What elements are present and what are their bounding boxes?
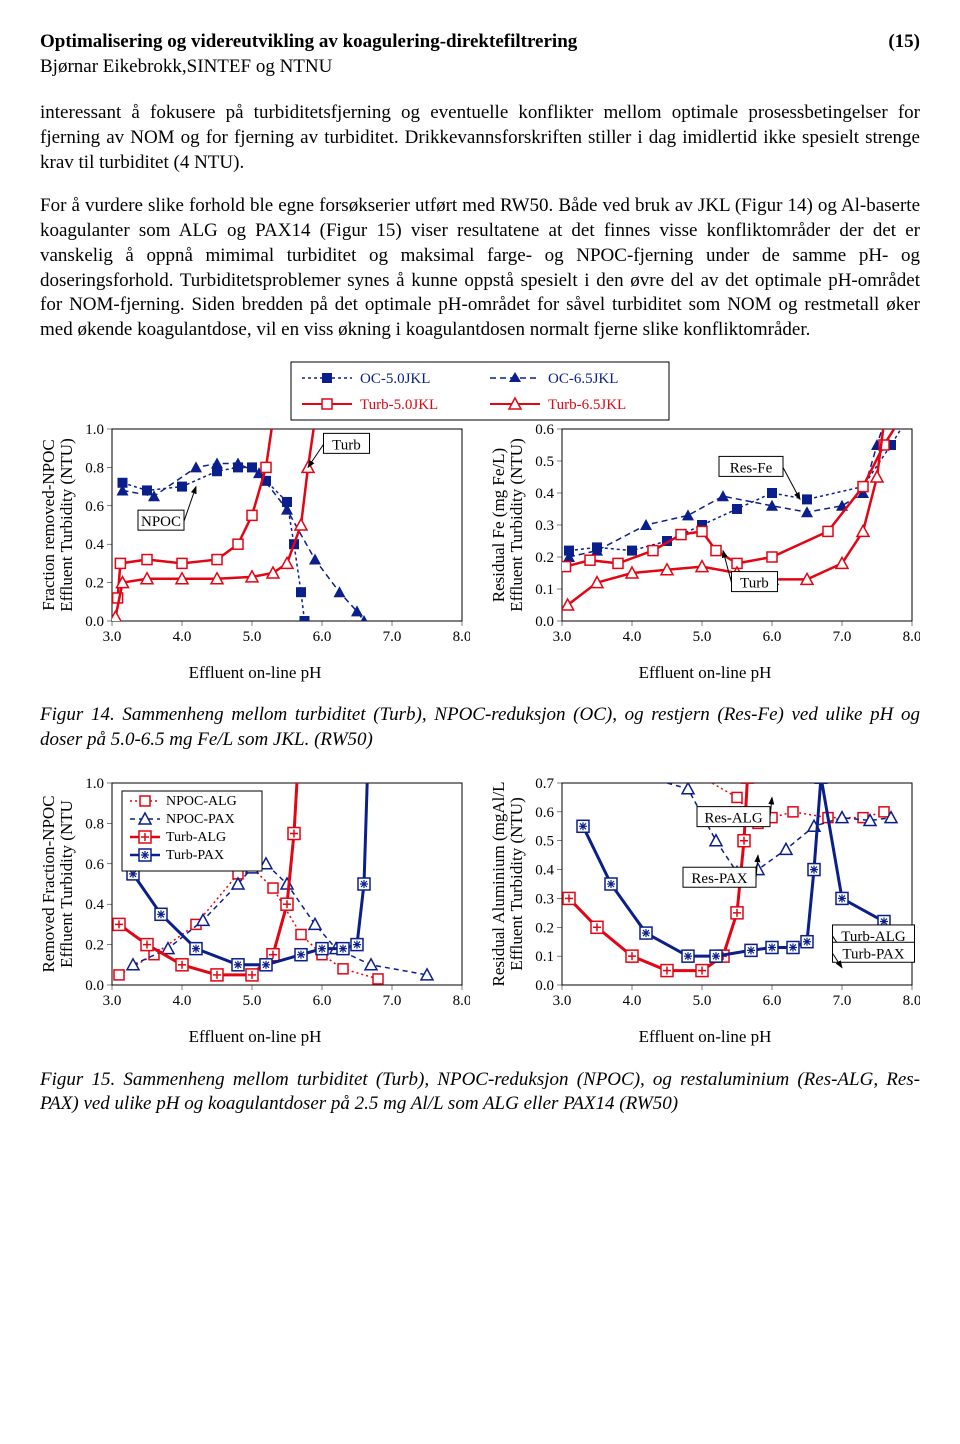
svg-text:0.0: 0.0 bbox=[535, 614, 554, 630]
svg-text:Effluent Turbidity (NTU: Effluent Turbidity (NTU bbox=[57, 800, 76, 968]
svg-text:0.8: 0.8 bbox=[85, 816, 104, 832]
xlabel-15L: Effluent on-line pH bbox=[40, 1026, 470, 1048]
svg-text:Effluent Turbidity (NTU): Effluent Turbidity (NTU) bbox=[507, 438, 526, 611]
svg-text:0.8: 0.8 bbox=[85, 460, 104, 476]
svg-text:0.2: 0.2 bbox=[535, 550, 554, 566]
chart14-left: 3.0 4.0 5.0 6.0 7.0 8.0 0.0 0.2 0.4 0.6 0.8 1.0 Frac… bbox=[40, 421, 470, 651]
svg-text:0.0: 0.0 bbox=[535, 978, 554, 994]
svg-text:Turb: Turb bbox=[740, 575, 769, 591]
svg-text:Removed Fraction-NPOC: Removed Fraction-NPOC bbox=[40, 795, 58, 972]
svg-text:NPOC-PAX: NPOC-PAX bbox=[166, 812, 235, 827]
svg-text:5.0: 5.0 bbox=[243, 629, 262, 645]
paragraph-1: interessant å fokusere på turbiditetsfje… bbox=[40, 101, 920, 175]
svg-text:OC-6.5JKL: OC-6.5JKL bbox=[548, 371, 618, 387]
svg-text:8.0: 8.0 bbox=[453, 629, 470, 645]
svg-text:7.0: 7.0 bbox=[383, 993, 402, 1009]
page-title: Optimalisering og videreutvikling av koa… bbox=[40, 30, 577, 55]
svg-text:NPOC: NPOC bbox=[141, 514, 181, 530]
svg-text:Turb-5.0JKL: Turb-5.0JKL bbox=[360, 397, 438, 413]
xlabel-15R: Effluent on-line pH bbox=[490, 1026, 920, 1048]
svg-text:0.4: 0.4 bbox=[85, 897, 104, 913]
svg-text:0.5: 0.5 bbox=[535, 454, 554, 470]
svg-text:7.0: 7.0 bbox=[833, 993, 852, 1009]
svg-text:6.0: 6.0 bbox=[763, 993, 782, 1009]
svg-text:0.6: 0.6 bbox=[535, 422, 554, 438]
svg-text:3.0: 3.0 bbox=[103, 993, 122, 1009]
svg-text:0.0: 0.0 bbox=[85, 978, 104, 994]
svg-text:0.7: 0.7 bbox=[535, 776, 554, 792]
svg-text:Residual Fe (mg Fe/L): Residual Fe (mg Fe/L) bbox=[490, 447, 508, 601]
svg-text:0.4: 0.4 bbox=[85, 537, 104, 553]
svg-text:Res-PAX: Res-PAX bbox=[691, 871, 747, 887]
svg-text:8.0: 8.0 bbox=[903, 629, 920, 645]
svg-text:7.0: 7.0 bbox=[383, 629, 402, 645]
svg-text:0.0: 0.0 bbox=[85, 614, 104, 630]
legend-fig14: OC-5.0JKL OC-6.5JKL Turb-5.0JKL Turb-6.5… bbox=[290, 361, 670, 421]
svg-text:Turb: Turb bbox=[332, 437, 361, 453]
svg-text:5.0: 5.0 bbox=[693, 993, 712, 1009]
svg-text:Effluent Turbidity (NTU): Effluent Turbidity (NTU) bbox=[57, 438, 76, 611]
svg-text:6.0: 6.0 bbox=[313, 993, 332, 1009]
page-number: (15) bbox=[888, 30, 920, 55]
svg-text:Res-ALG: Res-ALG bbox=[704, 810, 762, 826]
svg-text:0.2: 0.2 bbox=[535, 920, 554, 936]
svg-text:0.5: 0.5 bbox=[535, 833, 554, 849]
svg-text:Turb-PAX: Turb-PAX bbox=[166, 848, 224, 863]
svg-text:Effluent Turbidity (NTU): Effluent Turbidity (NTU) bbox=[507, 797, 526, 970]
caption-fig14: Figur 14. Sammenheng mellom turbiditet (… bbox=[40, 703, 920, 752]
chart15-right: 3.0 4.0 5.0 6.0 7.0 8.0 0.0 0.1 0.2 0.3 0.4 0.5 0.6 0… bbox=[490, 775, 920, 1015]
svg-text:NPOC-ALG: NPOC-ALG bbox=[166, 794, 237, 809]
svg-text:4.0: 4.0 bbox=[623, 993, 642, 1009]
svg-text:0.6: 0.6 bbox=[85, 857, 104, 873]
paragraph-2: For å vurdere slike forhold ble egne for… bbox=[40, 194, 920, 342]
svg-text:0.2: 0.2 bbox=[85, 937, 104, 953]
svg-text:0.4: 0.4 bbox=[535, 486, 554, 502]
svg-text:1.0: 1.0 bbox=[85, 776, 104, 792]
svg-text:Turb-ALG: Turb-ALG bbox=[166, 830, 226, 845]
xlabel-14R: Effluent on-line pH bbox=[490, 662, 920, 684]
svg-text:Turb-PAX: Turb-PAX bbox=[842, 946, 904, 962]
caption-fig15: Figur 15. Sammenheng mellom turbiditet (… bbox=[40, 1068, 920, 1117]
svg-text:0.1: 0.1 bbox=[535, 949, 554, 965]
svg-text:Turb-6.5JKL: Turb-6.5JKL bbox=[548, 397, 626, 413]
svg-text:0.3: 0.3 bbox=[535, 518, 554, 534]
svg-text:0.6: 0.6 bbox=[535, 805, 554, 821]
svg-text:7.0: 7.0 bbox=[833, 629, 852, 645]
author-line: Bjørnar Eikebrokk,SINTEF og NTNU bbox=[40, 55, 920, 80]
svg-text:0.2: 0.2 bbox=[85, 575, 104, 591]
svg-text:5.0: 5.0 bbox=[243, 993, 262, 1009]
chart15-left: 3.0 4.0 5.0 6.0 7.0 8.0 0.0 0.2 0.4 0.6 0.8 1.0 Remo… bbox=[40, 775, 470, 1015]
svg-text:OC-5.0JKL: OC-5.0JKL bbox=[360, 371, 430, 387]
svg-text:4.0: 4.0 bbox=[623, 629, 642, 645]
svg-text:6.0: 6.0 bbox=[763, 629, 782, 645]
figure-15: 3.0 4.0 5.0 6.0 7.0 8.0 0.0 0.2 0.4 0.6 0.8 1.0 Remo… bbox=[40, 775, 920, 1049]
svg-text:0.4: 0.4 bbox=[535, 862, 554, 878]
svg-text:5.0: 5.0 bbox=[693, 629, 712, 645]
svg-text:3.0: 3.0 bbox=[103, 629, 122, 645]
svg-text:4.0: 4.0 bbox=[173, 993, 192, 1009]
chart14-right: 3.0 4.0 5.0 6.0 7.0 8.0 0.0 0.1 0.2 0.3 0.4 0.5 0.6 R… bbox=[490, 421, 920, 651]
svg-text:8.0: 8.0 bbox=[453, 993, 470, 1009]
svg-text:1.0: 1.0 bbox=[85, 422, 104, 438]
svg-text:4.0: 4.0 bbox=[173, 629, 192, 645]
svg-text:0.3: 0.3 bbox=[535, 891, 554, 907]
svg-text:0.1: 0.1 bbox=[535, 582, 554, 598]
svg-text:8.0: 8.0 bbox=[903, 993, 920, 1009]
figure-14: OC-5.0JKL OC-6.5JKL Turb-5.0JKL Turb-6.5… bbox=[40, 361, 920, 685]
svg-text:Residual Aluminium (mgAl/L: Residual Aluminium (mgAl/L bbox=[490, 781, 508, 986]
svg-text:Res-Fe: Res-Fe bbox=[730, 460, 773, 476]
svg-text:3.0: 3.0 bbox=[553, 993, 572, 1009]
xlabel-14L: Effluent on-line pH bbox=[40, 662, 470, 684]
svg-text:0.6: 0.6 bbox=[85, 498, 104, 514]
svg-text:3.0: 3.0 bbox=[553, 629, 572, 645]
svg-text:6.0: 6.0 bbox=[313, 629, 332, 645]
svg-text:Fraction removed-NPOC: Fraction removed-NPOC bbox=[40, 439, 58, 610]
